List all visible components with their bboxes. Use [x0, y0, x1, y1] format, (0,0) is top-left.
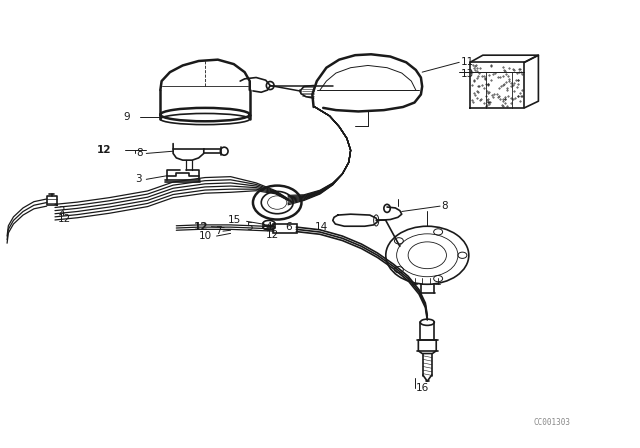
Text: 9: 9: [124, 112, 130, 122]
Text: 5: 5: [246, 222, 253, 232]
Text: 12: 12: [193, 222, 208, 232]
Text: CC001303: CC001303: [534, 418, 571, 427]
Text: 2: 2: [58, 207, 65, 216]
Text: 12: 12: [97, 145, 111, 155]
Text: 7: 7: [214, 226, 221, 236]
Text: 12: 12: [266, 230, 279, 240]
Text: 11: 11: [461, 57, 474, 67]
Text: 4: 4: [266, 222, 273, 232]
Text: 10: 10: [198, 231, 212, 241]
Text: 8: 8: [442, 201, 448, 211]
Text: 15: 15: [227, 215, 241, 225]
Text: 14: 14: [315, 222, 328, 232]
Text: 13: 13: [461, 69, 474, 79]
Text: 3: 3: [135, 174, 141, 184]
Text: 12: 12: [58, 214, 72, 224]
Text: 6: 6: [285, 222, 291, 232]
Text: 16: 16: [416, 383, 429, 393]
Text: 8: 8: [136, 148, 143, 159]
